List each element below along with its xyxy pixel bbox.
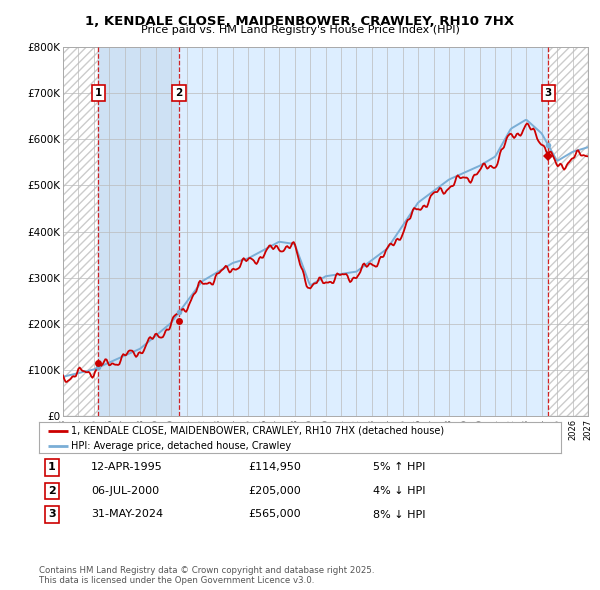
Line: 1, KENDALE CLOSE, MAIDENBOWER, CRAWLEY, RH10 7HX (detached house): 1, KENDALE CLOSE, MAIDENBOWER, CRAWLEY, … [63,123,587,382]
1, KENDALE CLOSE, MAIDENBOWER, CRAWLEY, RH10 7HX (detached house) [63,378,70,385]
Bar [98,47,179,416]
HPI: Average price, detached house, Crawley: (1.99e+03, 9.16e+04): Average price, detached house, Crawley: … [72,370,79,377]
Text: 06-JUL-2000: 06-JUL-2000 [91,486,160,496]
Text: 1, KENDALE CLOSE, MAIDENBOWER, CRAWLEY, RH10 7HX (detached house): 1, KENDALE CLOSE, MAIDENBOWER, CRAWLEY, … [71,425,445,435]
Text: 2: 2 [175,88,182,99]
1, KENDALE CLOSE, MAIDENBOWER, CRAWLEY, RH10 7HX (detached house) [511,135,518,142]
HPI: Average price, detached house, Crawley: (2.01e+03, 3.78e+05): Average price, detached house, Crawley: … [276,238,283,245]
Text: £205,000: £205,000 [248,486,301,496]
1, KENDALE CLOSE, MAIDENBOWER, CRAWLEY, RH10 7HX (detached house) [523,120,530,127]
Text: 1, KENDALE CLOSE, MAIDENBOWER, CRAWLEY, RH10 7HX: 1, KENDALE CLOSE, MAIDENBOWER, CRAWLEY, … [85,15,515,28]
1, KENDALE CLOSE, MAIDENBOWER, CRAWLEY, RH10 7HX (detached house) [158,334,165,341]
1, KENDALE CLOSE, MAIDENBOWER, CRAWLEY, RH10 7HX (detached house) [73,369,80,376]
Text: 8% ↓ HPI: 8% ↓ HPI [373,510,425,519]
Text: 12-APR-1995: 12-APR-1995 [91,463,163,472]
Text: 1: 1 [48,463,56,472]
HPI: Average price, detached house, Crawley: (2.03e+03, 5.82e+05): Average price, detached house, Crawley: … [584,144,591,151]
Text: 3: 3 [545,88,552,99]
HPI: Average price, detached house, Crawley: (1.99e+03, 8.5e+04): Average price, detached house, Crawley: … [59,373,67,381]
Text: 31-MAY-2024: 31-MAY-2024 [91,510,163,519]
1, KENDALE CLOSE, MAIDENBOWER, CRAWLEY, RH10 7HX (detached house) [59,372,67,379]
Bar [548,47,588,416]
1, KENDALE CLOSE, MAIDENBOWER, CRAWLEY, RH10 7HX (detached house) [266,242,273,249]
Text: HPI: Average price, detached house, Crawley: HPI: Average price, detached house, Craw… [71,441,292,451]
Text: 3: 3 [48,510,56,519]
Text: 2: 2 [48,486,56,496]
Text: Contains HM Land Registry data © Crown copyright and database right 2025.
This d: Contains HM Land Registry data © Crown c… [39,566,374,585]
Text: £114,950: £114,950 [248,463,301,472]
Text: 1: 1 [95,88,102,99]
Text: £565,000: £565,000 [248,510,301,519]
HPI: Average price, detached house, Crawley: (2.02e+03, 6.42e+05): Average price, detached house, Crawley: … [522,116,529,123]
Text: 5% ↑ HPI: 5% ↑ HPI [373,463,425,472]
Text: Price paid vs. HM Land Registry's House Price Index (HPI): Price paid vs. HM Land Registry's House … [140,25,460,35]
Line: HPI: Average price, detached house, Crawley: HPI: Average price, detached house, Craw… [63,120,587,377]
Bar [63,47,98,416]
1, KENDALE CLOSE, MAIDENBOWER, CRAWLEY, RH10 7HX (detached house) [584,153,591,160]
1, KENDALE CLOSE, MAIDENBOWER, CRAWLEY, RH10 7HX (detached house) [277,248,284,255]
HPI: Average price, detached house, Crawley: (2e+03, 1.83e+05): Average price, detached house, Crawley: … [157,328,164,335]
Text: 4% ↓ HPI: 4% ↓ HPI [373,486,425,496]
HPI: Average price, detached house, Crawley: (2.01e+03, 3.65e+05): Average price, detached house, Crawley: … [265,244,272,251]
1, KENDALE CLOSE, MAIDENBOWER, CRAWLEY, RH10 7HX (detached house) [512,133,519,140]
HPI: Average price, detached house, Crawley: (2.02e+03, 6.27e+05): Average price, detached house, Crawley: … [511,123,518,130]
HPI: Average price, detached house, Crawley: (2.02e+03, 6.26e+05): Average price, detached house, Crawley: … [509,124,517,131]
